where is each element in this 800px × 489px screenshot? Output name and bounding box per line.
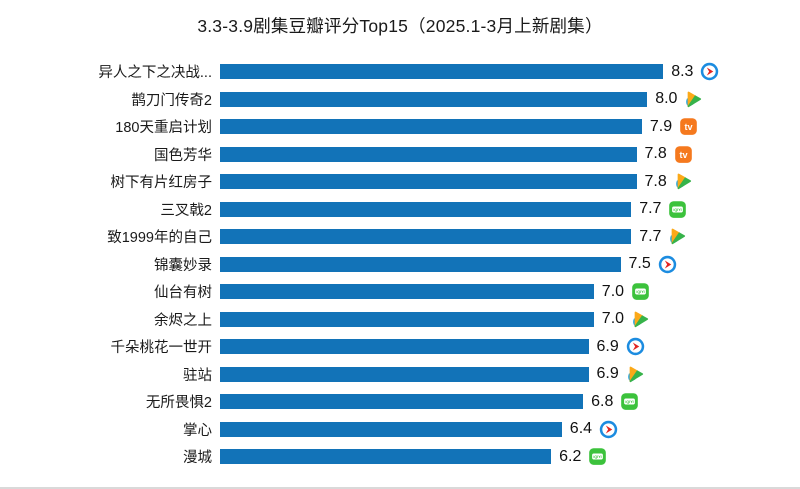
iqiyi-icon: iQIYI — [631, 282, 650, 301]
chart-row: 千朵桃花一世开 6.9 — [0, 333, 800, 361]
chart-row: 致1999年的自己 7.7 — [0, 223, 800, 251]
category-label: 国色芳华 — [154, 147, 212, 164]
rating-bar — [220, 229, 632, 245]
rating-bar — [220, 119, 642, 135]
rating-bar — [220, 311, 594, 327]
youku-icon — [599, 420, 618, 439]
category-label: 仙台有树 — [154, 285, 212, 302]
tencent-icon — [674, 172, 693, 191]
category-label: 三叉戟2 — [160, 202, 212, 219]
rating-bar — [220, 339, 589, 355]
iqiyi-icon: iQIYI — [668, 200, 687, 219]
rating-value-label: 8.0 — [655, 90, 678, 108]
tencent-icon — [684, 90, 703, 109]
chart-row: 树下有片红房子 7.8 — [0, 168, 800, 196]
rating-bar — [220, 174, 637, 190]
category-label: 无所畏惧2 — [145, 395, 212, 412]
rating-bar — [220, 421, 562, 437]
iqiyi-icon: iQIYI — [620, 392, 639, 411]
rating-bar — [220, 449, 552, 465]
rating-value-label: 7.0 — [601, 282, 625, 300]
rating-bar — [220, 256, 621, 272]
chart-row: 异人之下之决战... 8.3 — [0, 58, 800, 86]
rating-bar — [220, 146, 637, 162]
rating-bar — [220, 91, 648, 107]
category-label: 掌心 — [183, 422, 212, 439]
chart-row: 漫城 6.2 iQIYI — [0, 443, 800, 471]
rating-bar — [220, 201, 632, 217]
rating-bar — [220, 366, 589, 382]
rating-value-label: 6.4 — [569, 420, 593, 438]
svg-text:iQIYI: iQIYI — [674, 208, 682, 212]
rating-value-label: 7.7 — [639, 227, 662, 245]
category-label: 异人之下之决战... — [98, 65, 212, 82]
rating-value-label: 7.7 — [639, 200, 662, 218]
chart-row: 仙台有树 7.0 iQIYI — [0, 278, 800, 306]
rating-value-label: 6.9 — [596, 337, 619, 355]
iqiyi-icon: iQIYI — [588, 447, 607, 466]
svg-text:tv: tv — [679, 150, 688, 160]
rating-value-label: 6.2 — [559, 447, 582, 465]
category-label: 锦囊妙录 — [154, 257, 212, 274]
youku-icon — [626, 337, 645, 356]
bottom-divider — [0, 487, 800, 489]
svg-text:tv: tv — [685, 122, 694, 132]
category-label: 千朵桃花一世开 — [110, 340, 213, 357]
chart-row: 180天重启计划 7.9 tv — [0, 113, 800, 141]
rating-value-label: 8.3 — [671, 62, 694, 80]
category-label: 驻站 — [183, 367, 212, 384]
category-label: 致1999年的自己 — [107, 230, 212, 247]
chart-row: 掌心 6.4 — [0, 416, 800, 444]
rating-bar — [220, 64, 664, 80]
youku-icon — [658, 255, 677, 274]
category-label: 鹊刀门传奇2 — [131, 92, 212, 109]
rating-value-label: 7.5 — [628, 255, 651, 273]
svg-text:iQIYI: iQIYI — [594, 455, 602, 459]
chart-row: 三叉戟2 7.7 iQIYI — [0, 196, 800, 224]
tencent-icon — [631, 310, 650, 329]
rating-value-label: 7.0 — [601, 310, 625, 328]
rating-value-label: 6.8 — [591, 392, 614, 410]
mgtv-icon: tv — [679, 117, 698, 136]
chart-row: 鹊刀门传奇2 8.0 — [0, 86, 800, 114]
category-label: 树下有片红房子 — [110, 175, 213, 192]
rating-bar — [220, 284, 594, 300]
svg-text:iQIYI: iQIYI — [626, 400, 634, 404]
rating-value-label: 7.9 — [649, 117, 673, 135]
chart-row: 无所畏惧2 6.8 iQIYI — [0, 388, 800, 416]
rating-value-label: 6.9 — [596, 365, 619, 383]
chart-row: 驻站 6.9 — [0, 361, 800, 389]
rating-value-label: 7.8 — [644, 172, 667, 190]
chart-title: 3.3-3.9剧集豆瓣评分Top15（2025.1-3月上新剧集） — [197, 16, 603, 36]
rating-value-label: 7.8 — [644, 145, 667, 163]
chart-row: 锦囊妙录 7.5 — [0, 251, 800, 279]
category-label: 余烬之上 — [154, 312, 212, 329]
tencent-icon — [668, 227, 687, 246]
category-label: 漫城 — [183, 450, 212, 467]
category-label: 180天重启计划 — [115, 120, 212, 137]
tencent-icon — [626, 365, 645, 384]
rating-bar — [220, 394, 584, 410]
svg-text:iQIYI: iQIYI — [636, 290, 644, 294]
youku-icon — [700, 62, 719, 81]
chart-row: 国色芳华 7.8 tv — [0, 141, 800, 169]
chart-row: 余烬之上 7.0 — [0, 306, 800, 334]
mgtv-icon: tv — [674, 145, 693, 164]
bar-chart: 异人之下之决战... 8.3 鹊刀门传奇2 8.0 180天重启计划 7.9 tv 国色芳华 7… — [0, 58, 800, 471]
